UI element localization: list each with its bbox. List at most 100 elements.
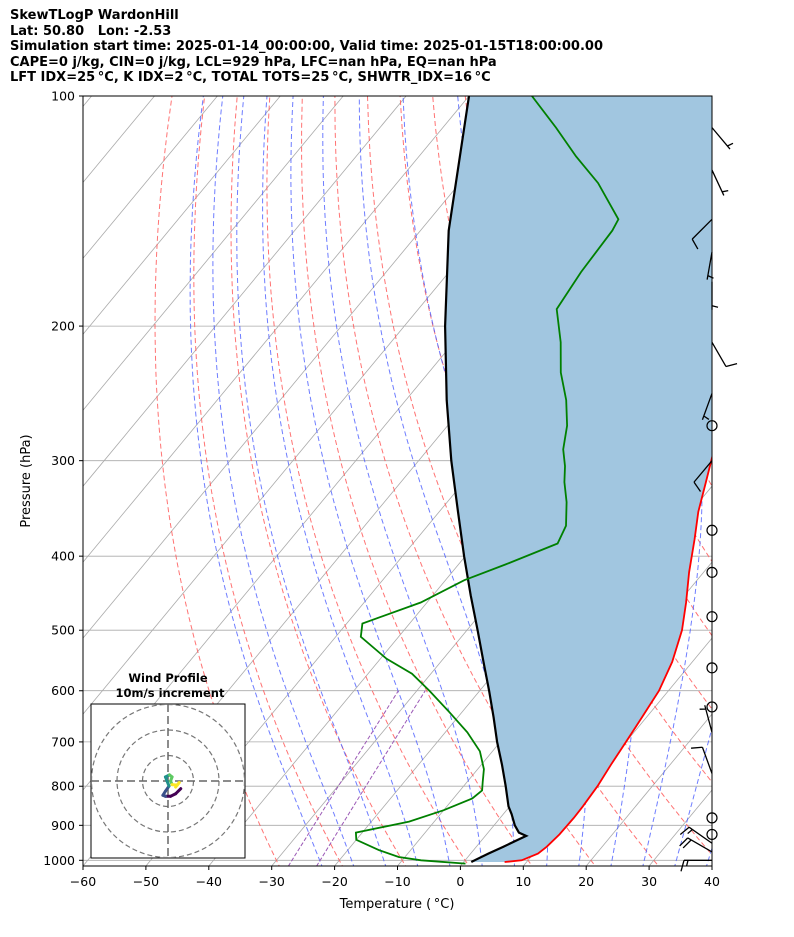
isotherm-line	[83, 96, 344, 411]
calm-wind-circle	[706, 812, 718, 824]
dry-adiabat-line	[154, 96, 280, 866]
title-line-latlon: Lat: 50.80 Lon: -2.53	[10, 23, 172, 39]
wind-barb	[679, 837, 713, 853]
inset-title: Wind Profile	[128, 671, 208, 685]
wind-barb	[680, 859, 712, 872]
barb-shaft	[701, 393, 713, 420]
wind-barb	[706, 251, 714, 280]
wind-barb	[711, 281, 719, 310]
isotherm-line	[83, 96, 92, 108]
x-tick-label: 10	[515, 874, 531, 889]
barb-shaft	[706, 251, 713, 280]
wind-barb	[706, 812, 718, 824]
wind-barb	[706, 828, 718, 841]
barb-flag-full	[691, 238, 699, 250]
barb-flag-half	[687, 829, 693, 835]
moist-adiabat-line	[189, 96, 323, 866]
y-tick-label: 1000	[43, 853, 75, 868]
barb-shaft	[704, 705, 713, 733]
title-line-cape: CAPE=0 j/kg, CIN=0 j/kg, LCL=929 hPa, LF…	[10, 54, 497, 70]
x-axis-label: Temperature ( °C)	[339, 897, 455, 912]
wind-barb	[711, 127, 734, 150]
parcel-profile-line	[443, 96, 529, 863]
barb-flag-half	[707, 275, 714, 279]
wind-barb	[706, 420, 718, 432]
barb-shaft	[701, 747, 713, 774]
barb-shaft	[687, 837, 713, 853]
wind-profile-inset: Wind Profile 10m/s increment	[90, 671, 246, 859]
isotherm-line	[711, 865, 712, 866]
isotherm-line	[83, 96, 533, 639]
dewpoint-line	[354, 96, 620, 865]
x-tick-label: −30	[259, 874, 285, 889]
barb-flag-full	[682, 839, 692, 849]
barb-flag-half	[703, 415, 710, 420]
dry-adiabat-line	[759, 96, 794, 877]
moist-adiabat-line	[322, 96, 483, 866]
title-line-station: SkewTLogP WardonHill	[10, 8, 179, 23]
title-line-indices: LFT IDX=25 °C, K IDX=2 °C, TOTAL TOTS=25…	[10, 70, 491, 86]
x-tick-label: 0	[456, 874, 464, 889]
x-tick-label: −50	[133, 874, 159, 889]
moist-adiabat-line	[212, 96, 355, 866]
wind-barb	[701, 393, 713, 420]
moist-adiabat-line	[674, 726, 712, 866]
isotherm-line	[83, 96, 470, 563]
barb-flag-full	[679, 837, 689, 847]
barb-flag-full	[691, 746, 703, 749]
temperature-line	[504, 454, 712, 863]
y-tick-label: 600	[51, 683, 75, 698]
wind-barb	[706, 524, 718, 536]
y-tick-label: 200	[51, 319, 75, 334]
wind-barbs	[679, 127, 738, 872]
calm-wind-circle	[706, 662, 718, 674]
inset-subtitle: 10m/s increment	[116, 686, 225, 700]
dry-adiabat-line	[726, 96, 794, 877]
title-line-times: Simulation start time: 2025-01-14_00:00:…	[10, 39, 603, 55]
wind-barb	[706, 611, 718, 623]
barb-shaft	[691, 218, 713, 240]
calm-wind-circle	[706, 611, 718, 623]
chart-title: SkewTLogP WardonHill Lat: 50.80 Lon: -2.5…	[10, 8, 603, 86]
dry-adiabat-line	[266, 96, 470, 866]
barb-flag-half	[711, 305, 719, 308]
barb-shaft	[711, 341, 727, 367]
calm-wind-circle	[706, 828, 718, 841]
moist-adiabat-line	[262, 96, 419, 866]
barb-flag-full	[680, 860, 685, 872]
barb-flag-half	[727, 142, 734, 147]
barb-flag-half	[685, 860, 689, 867]
barb-flag-full	[693, 481, 702, 492]
barb-flag-half	[722, 190, 729, 193]
y-tick-label: 400	[51, 549, 75, 564]
x-tick-label: −60	[70, 874, 96, 889]
wind-barb	[699, 705, 713, 733]
x-tick-label: −20	[321, 874, 347, 889]
wind-barb	[711, 169, 729, 196]
barb-shaft	[711, 169, 725, 196]
y-tick-label: 100	[51, 89, 75, 104]
hodograph-ring	[91, 704, 245, 858]
x-tick-label: 30	[641, 874, 657, 889]
y-tick-label: 700	[51, 734, 75, 749]
isotherm-line	[83, 96, 407, 487]
mixing-ratio-line	[287, 690, 399, 866]
y-tick-label: 800	[51, 779, 75, 794]
calm-wind-circle	[706, 524, 718, 536]
moist-adiabat-line	[236, 96, 387, 866]
inset-plot-area	[91, 704, 245, 858]
y-tick-label: 900	[51, 818, 75, 833]
wind-barb	[679, 826, 713, 844]
wind-barb	[691, 218, 713, 250]
x-tick-label: 20	[578, 874, 594, 889]
dry-adiabat-line	[230, 96, 407, 866]
moist-adiabat-line	[706, 846, 712, 866]
isotherm-line	[83, 96, 281, 335]
wind-barb	[706, 701, 718, 713]
wind-barb	[691, 746, 713, 774]
wind-barb	[693, 460, 713, 492]
x-tick-label: 40	[704, 874, 720, 889]
barb-shaft	[711, 127, 731, 150]
calm-wind-circle	[706, 701, 718, 713]
